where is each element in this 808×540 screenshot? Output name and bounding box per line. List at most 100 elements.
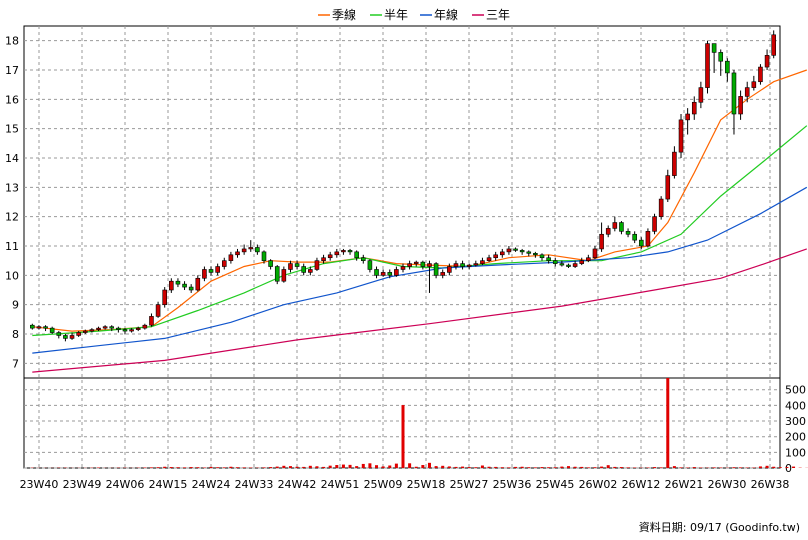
candle-body: [314, 260, 320, 270]
volume-bar: [487, 466, 491, 468]
candle: [612, 216, 618, 232]
candle-body: [586, 257, 591, 261]
volume-bar: [169, 467, 173, 468]
candle: [552, 257, 558, 267]
candle-body: [513, 248, 518, 251]
candle-body: [764, 55, 770, 68]
candle-body: [447, 266, 452, 273]
candle: [248, 240, 254, 252]
x-tick-label: 24W06: [106, 478, 145, 491]
candle-body: [228, 254, 234, 261]
candle-body: [645, 231, 651, 247]
volume-bar: [580, 466, 584, 468]
volume-bar: [573, 466, 577, 468]
candle: [665, 169, 671, 202]
candle: [526, 250, 532, 257]
legend-label: 半年: [384, 8, 408, 22]
x-tick-label: 23W40: [20, 478, 59, 491]
candle-body: [725, 60, 730, 74]
candle-body: [394, 269, 399, 276]
source-note: 資料日期: 09/17 (Goodinfo.tw): [639, 520, 800, 534]
candle-body: [221, 260, 227, 267]
candle: [420, 260, 426, 270]
candle-body: [208, 269, 214, 273]
volume-bar: [467, 467, 471, 468]
candle: [182, 281, 187, 290]
candle-body: [155, 304, 161, 317]
volume-bar: [758, 466, 762, 468]
candle-body: [294, 263, 300, 267]
candle-body: [738, 96, 743, 115]
price-axis-labels: 7 8 9 10 11 12 13 14 15 16 17 18: [5, 35, 19, 371]
volume-bar: [149, 467, 153, 468]
volume-bar: [156, 467, 160, 468]
candle-body: [552, 260, 558, 264]
candle-body: [711, 43, 717, 53]
volume-bar: [520, 466, 524, 468]
candle-body: [652, 216, 657, 232]
volume-bars: [30, 378, 808, 468]
candle: [500, 248, 505, 258]
volume-bar: [282, 465, 286, 468]
candle-body: [566, 264, 571, 267]
candle-body: [321, 257, 326, 261]
candle-body: [533, 253, 538, 256]
candle: [758, 64, 763, 85]
candle-body: [493, 254, 498, 259]
candle-body: [261, 251, 267, 261]
volume-bar: [586, 467, 590, 468]
candle: [274, 265, 280, 285]
candle: [367, 259, 373, 273]
candle: [645, 228, 651, 248]
candle: [294, 260, 300, 270]
volume-bar: [196, 467, 200, 468]
volume-bar: [183, 467, 187, 468]
candle: [566, 263, 571, 268]
candle: [632, 231, 637, 244]
candle: [82, 329, 88, 334]
candle-body: [281, 269, 287, 282]
volume-bar: [772, 466, 776, 468]
candle-body: [612, 222, 618, 229]
candle: [433, 262, 439, 279]
price-tick-label: 9: [12, 299, 19, 312]
candle: [142, 323, 148, 330]
candle: [102, 325, 108, 330]
candle: [360, 254, 366, 264]
candle-body: [30, 324, 35, 329]
volume-bar: [626, 467, 630, 468]
price-tick-label: 11: [5, 240, 19, 253]
candle: [519, 248, 525, 255]
candle: [698, 81, 704, 109]
candle-body: [288, 263, 293, 270]
candle: [109, 325, 115, 332]
candle: [261, 250, 267, 264]
candle: [400, 263, 406, 273]
candle-body: [334, 251, 340, 256]
volume-bar: [189, 467, 193, 468]
candle-body: [592, 248, 598, 259]
price-tick-label: 8: [12, 328, 19, 341]
legend-item: 季線: [318, 7, 356, 22]
x-tick-label: 25W45: [536, 478, 575, 491]
candle-body: [149, 316, 154, 326]
volume-bar: [401, 405, 405, 468]
candle: [513, 247, 518, 252]
candle-body: [76, 332, 81, 336]
volume-bar: [712, 467, 716, 468]
candle-body: [698, 87, 704, 103]
candle-body: [420, 261, 426, 267]
volume-bar: [315, 466, 319, 468]
candle-body: [182, 283, 187, 288]
volume-bar: [447, 466, 451, 468]
volume-bar: [308, 465, 312, 468]
candle-body: [758, 66, 763, 83]
volume-bar: [434, 466, 438, 468]
candle: [268, 259, 273, 270]
candle-body: [301, 266, 306, 273]
candle: [63, 334, 68, 342]
volume-bar: [427, 462, 431, 468]
candle-body: [69, 335, 75, 339]
candle: [208, 266, 214, 276]
